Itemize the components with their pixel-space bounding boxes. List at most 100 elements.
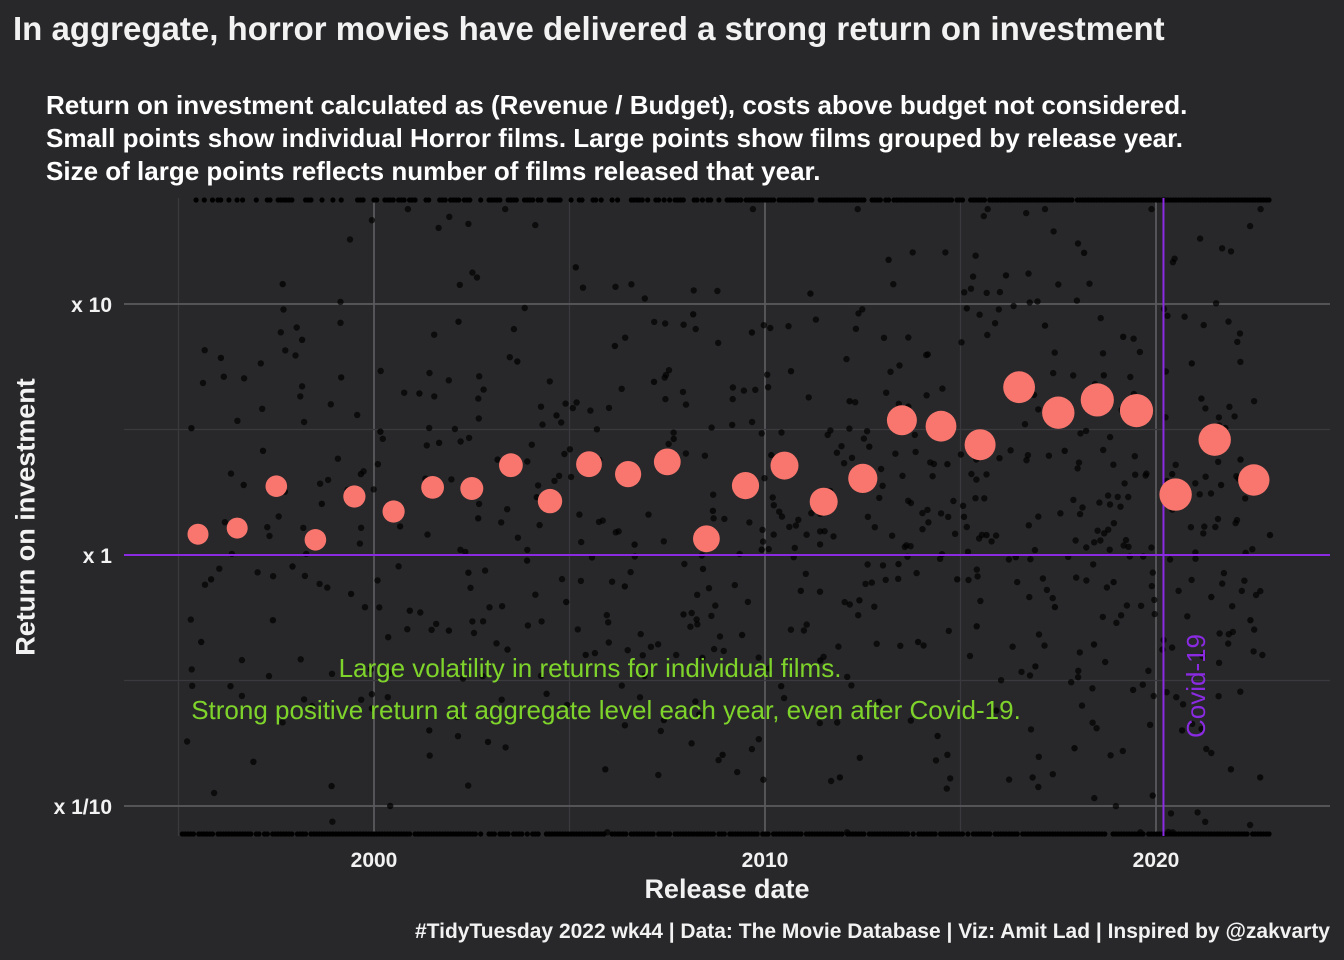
film-point — [687, 623, 694, 630]
film-point — [1247, 617, 1254, 624]
film-point — [641, 672, 648, 680]
film-point — [1002, 272, 1010, 279]
film-point — [1074, 240, 1082, 247]
film-point — [746, 519, 753, 526]
film-point — [1025, 270, 1032, 277]
film-point — [1079, 504, 1086, 511]
film-point — [716, 633, 724, 640]
film-point-clipped-high — [226, 197, 232, 203]
film-point — [1266, 531, 1274, 539]
film-point — [899, 472, 906, 479]
film-point — [456, 281, 463, 289]
film-point — [574, 626, 581, 633]
film-point — [615, 528, 622, 535]
film-point — [958, 339, 965, 346]
film-point — [1073, 574, 1080, 581]
film-point — [1151, 596, 1158, 604]
film-point — [220, 373, 227, 380]
film-point — [431, 331, 438, 338]
film-point — [1070, 372, 1077, 379]
film-point — [1225, 318, 1232, 325]
film-point — [1083, 544, 1090, 551]
film-point — [465, 569, 472, 576]
film-point-clipped-high — [861, 197, 867, 203]
film-point — [758, 430, 765, 437]
film-point — [543, 690, 550, 697]
film-point — [936, 555, 944, 562]
film-point-clipped-high — [1069, 197, 1075, 203]
film-point — [1090, 641, 1098, 648]
film-point-clipped-low — [1266, 831, 1272, 837]
year-point-1998 — [304, 529, 327, 551]
film-point — [603, 611, 610, 619]
film-point — [651, 318, 658, 326]
film-point — [357, 470, 365, 478]
film-point-clipped-high — [289, 197, 295, 203]
film-point — [579, 284, 587, 291]
year-point-2022 — [1238, 464, 1270, 496]
film-point — [1074, 674, 1082, 681]
film-point — [890, 281, 897, 288]
film-point — [843, 355, 850, 363]
film-point — [1075, 667, 1082, 674]
film-point — [925, 519, 932, 526]
film-point — [655, 771, 662, 779]
film-point — [708, 424, 715, 431]
film-point — [1194, 809, 1201, 816]
film-point — [1097, 314, 1104, 322]
film-point — [377, 428, 384, 435]
film-point — [939, 385, 946, 392]
film-point — [1072, 537, 1079, 544]
year-point-2017 — [1042, 396, 1075, 429]
film-point — [856, 597, 863, 604]
film-point — [269, 573, 277, 580]
film-point — [1119, 747, 1127, 755]
film-point — [1018, 668, 1025, 676]
film-point — [1208, 593, 1215, 601]
film-point — [1045, 452, 1053, 459]
film-point — [265, 672, 273, 680]
film-point — [996, 455, 1003, 462]
film-point — [993, 707, 1000, 714]
film-point — [912, 448, 919, 456]
film-point — [787, 368, 795, 375]
film-point-clipped-low — [519, 831, 525, 837]
film-point-clipped-high — [771, 197, 777, 203]
film-point — [877, 465, 885, 473]
film-point — [639, 652, 646, 659]
film-point — [694, 591, 701, 598]
film-point — [1022, 209, 1030, 217]
film-point — [905, 334, 912, 341]
year-point-2011 — [809, 487, 838, 516]
film-point — [1074, 465, 1081, 472]
year-point-2014 — [925, 410, 957, 442]
film-point — [1212, 300, 1220, 307]
film-point — [1117, 612, 1125, 619]
film-point — [1041, 205, 1049, 213]
film-point — [1187, 524, 1195, 531]
film-point — [1007, 447, 1014, 454]
film-point — [454, 733, 462, 740]
film-point-clipped-high — [716, 197, 722, 203]
film-point — [895, 575, 902, 582]
film-point — [1110, 520, 1118, 527]
film-point — [1106, 501, 1114, 508]
film-point-clipped-high — [218, 197, 224, 203]
film-point — [426, 424, 433, 432]
film-point — [1076, 510, 1084, 518]
film-point — [417, 609, 424, 616]
film-point-clipped-high — [981, 197, 988, 203]
film-point — [451, 425, 459, 433]
film-point — [895, 560, 902, 568]
film-point — [1201, 523, 1208, 530]
film-point — [963, 305, 970, 312]
film-point — [1014, 578, 1021, 586]
film-point-clipped-low — [1014, 831, 1020, 837]
film-point — [662, 395, 669, 403]
grid-layer — [124, 198, 1330, 836]
film-point-clipped-high — [234, 197, 240, 203]
film-point — [944, 751, 951, 758]
film-point — [696, 711, 703, 718]
film-point — [536, 521, 543, 529]
film-point-clipped-low — [407, 831, 413, 837]
